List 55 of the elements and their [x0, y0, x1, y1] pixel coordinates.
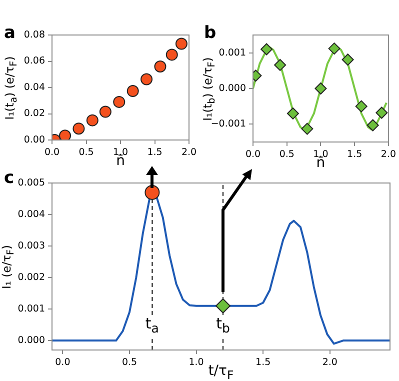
point	[59, 130, 72, 140]
y-tick-label: 0.005	[18, 177, 45, 188]
x-tick-label: 2.0	[380, 149, 396, 160]
x-tick-label: 1.0	[188, 357, 204, 368]
x-tick-label: 0.5	[279, 149, 294, 160]
y-tick-label: −0.001	[210, 118, 246, 130]
y-tick-label: 0.002	[18, 272, 45, 283]
y-tick-label: 0.04	[24, 82, 45, 93]
x-tick-label: 1.5	[147, 147, 162, 158]
point	[301, 122, 314, 135]
point	[366, 119, 379, 132]
y-tick-label: 0.000	[18, 335, 45, 346]
y-tick-label: 0.003	[18, 240, 45, 252]
chart-title: b	[204, 23, 216, 43]
x-tick-label: 2.0	[181, 147, 197, 158]
point	[342, 54, 354, 66]
point	[126, 85, 139, 98]
x-tick-label: 1.0	[112, 147, 128, 158]
point	[260, 43, 273, 56]
point	[166, 48, 178, 61]
x-tick-label: 0.0	[44, 147, 60, 158]
y-tick-label: 0.004	[18, 208, 45, 220]
x-tick-label: 1.5	[256, 357, 271, 368]
ref-line-label: t$_{a}$	[144, 314, 160, 336]
point	[328, 42, 340, 55]
point	[286, 107, 299, 120]
point	[86, 114, 98, 126]
point	[274, 58, 286, 71]
y-tick-label: 0.000	[218, 82, 246, 94]
point	[175, 38, 188, 50]
y-tick-label: 0.08	[24, 29, 45, 40]
x-axis-title: t/τ$_{F}$	[208, 363, 234, 381]
y-tick-label: 0.001	[218, 47, 246, 58]
x-tick-label: 0.0	[55, 357, 70, 368]
y-tick-label: 0.02	[24, 108, 45, 120]
point	[355, 100, 368, 112]
point	[72, 122, 85, 135]
chart-title: a	[4, 23, 16, 43]
point	[314, 82, 327, 94]
point	[140, 73, 153, 86]
x-tick-label: 0.0	[245, 149, 261, 160]
y-tick-label: 0.06	[24, 56, 45, 67]
ref-line-label: t$_{b}$	[215, 314, 231, 336]
y-tick-label: 0.00	[24, 134, 45, 146]
x-tick-label: 1.0	[313, 149, 328, 160]
point	[376, 106, 388, 119]
x-tick-label: 0.5	[78, 147, 94, 158]
chart-title: c	[4, 168, 14, 188]
point	[154, 60, 166, 72]
x-tick-label: 2.0	[322, 357, 338, 368]
x-tick-label: 1.5	[347, 149, 362, 160]
x-tick-label: 0.5	[122, 357, 138, 368]
y-tick-label: 0.001	[18, 304, 45, 315]
point	[99, 106, 112, 118]
point	[113, 96, 126, 108]
